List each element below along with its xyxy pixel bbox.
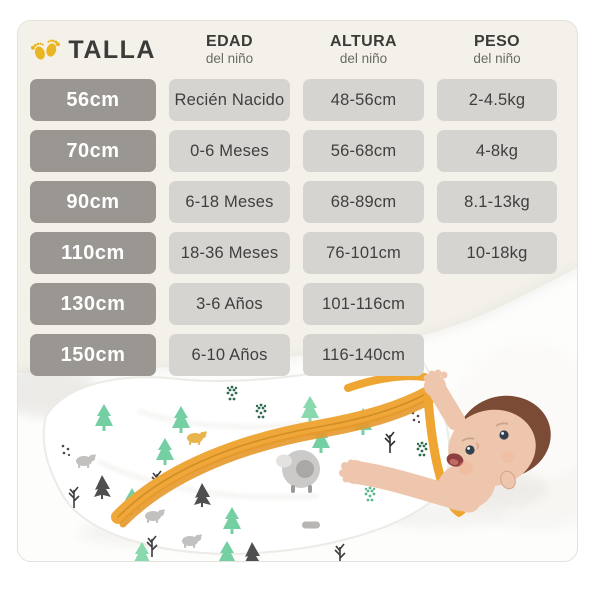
size-row: 110cm 18-36 Meses 76-101cm 10-18kg — [30, 232, 557, 274]
size-rows: 56cm Recién Nacido 48-56cm 2-4.5kg 70cm … — [30, 79, 557, 376]
size-cell-peso: 8.1-13kg — [437, 181, 557, 223]
baby-forearm — [428, 381, 466, 431]
size-cell-altura: 56-68cm — [303, 130, 424, 172]
column-header-peso: PESO del niño — [473, 33, 521, 67]
size-cell-peso: 10-18kg — [437, 232, 557, 274]
column-header-edad: EDAD del niño — [205, 33, 254, 67]
baby-eye — [465, 445, 475, 455]
size-cell-edad: 6-10 Años — [169, 334, 290, 376]
size-cell-edad: 6-18 Meses — [169, 181, 290, 223]
size-row: 130cm 3-6 Años 101-116cm — [30, 283, 555, 325]
baby-cheek — [502, 451, 514, 463]
size-cell-talla: 56cm — [30, 79, 156, 121]
zipper-trim — [111, 372, 477, 528]
size-cell-altura: 116-140cm — [303, 334, 424, 376]
size-row: 70cm 0-6 Meses 56-68cm 4-8kg — [30, 130, 557, 172]
plush-sheep-toy — [276, 450, 320, 493]
baby-face — [448, 409, 536, 487]
size-cell-talla: 90cm — [30, 181, 156, 223]
baby-nose — [475, 442, 480, 450]
size-cell-edad: 3-6 Años — [169, 283, 290, 325]
size-cell-edad: 18-36 Meses — [169, 232, 290, 274]
size-cell-altura: 68-89cm — [303, 181, 424, 223]
size-cell-altura: 76-101cm — [303, 232, 424, 274]
size-chart-card: TALLA EDAD del niño ALTURA del niño PESO… — [17, 20, 578, 562]
baby-cheek — [459, 461, 473, 475]
size-cell-altura: 101-116cm — [303, 283, 424, 325]
size-row: 150cm 6-10 Años 116-140cm — [30, 334, 555, 376]
size-cell-peso: 2-4.5kg — [437, 79, 557, 121]
baby-hand — [424, 375, 446, 397]
baby-head — [446, 395, 551, 490]
talla-header: TALLA — [30, 33, 156, 67]
size-cell-talla: 150cm — [30, 334, 156, 376]
baby-arm — [348, 461, 481, 513]
baby-feet-icon — [30, 39, 60, 60]
size-cell-talla: 110cm — [30, 232, 156, 274]
size-cell-talla: 130cm — [30, 283, 156, 325]
baby-ear — [500, 470, 516, 490]
size-cell-edad: 0-6 Meses — [169, 130, 290, 172]
product-photo — [18, 265, 577, 561]
size-cell-peso: 4-8kg — [437, 130, 557, 172]
table-title: TALLA — [68, 35, 156, 64]
size-row: 56cm Recién Nacido 48-56cm 2-4.5kg — [30, 79, 557, 121]
baby-eye — [499, 430, 509, 440]
size-cell-edad: Recién Nacido — [169, 79, 290, 121]
column-header-altura: ALTURA del niño — [330, 33, 397, 67]
collar-trim — [344, 372, 429, 392]
size-row: 90cm 6-18 Meses 68-89cm 8.1-13kg — [30, 181, 557, 223]
size-table: TALLA EDAD del niño ALTURA del niño PESO… — [18, 21, 577, 385]
size-cell-talla: 70cm — [30, 130, 156, 172]
baby — [339, 369, 551, 513]
size-cell-altura: 48-56cm — [303, 79, 424, 121]
table-header-row: TALLA EDAD del niño ALTURA del niño PESO… — [30, 21, 555, 79]
